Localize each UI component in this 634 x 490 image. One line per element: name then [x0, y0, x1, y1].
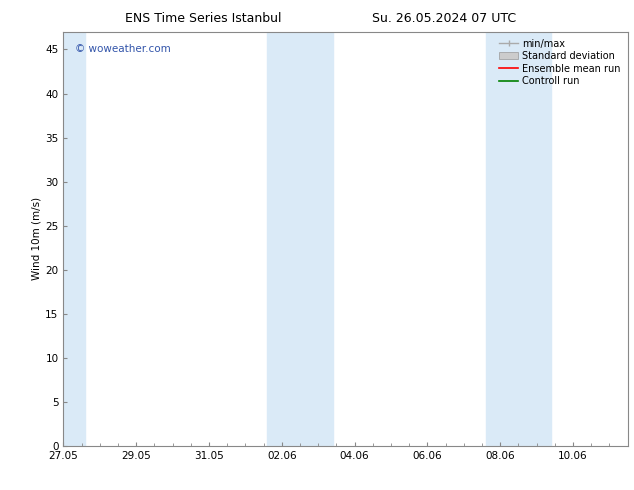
Bar: [268, 32, 333, 446]
Y-axis label: Wind 10m (m/s): Wind 10m (m/s): [31, 197, 41, 280]
Text: © woweather.com: © woweather.com: [75, 44, 171, 54]
Text: ENS Time Series Istanbul: ENS Time Series Istanbul: [125, 12, 281, 25]
Text: Su. 26.05.2024 07 UTC: Su. 26.05.2024 07 UTC: [372, 12, 516, 25]
Bar: [60, 32, 85, 446]
Legend: min/max, Standard deviation, Ensemble mean run, Controll run: min/max, Standard deviation, Ensemble me…: [497, 37, 623, 88]
Bar: [486, 32, 551, 446]
